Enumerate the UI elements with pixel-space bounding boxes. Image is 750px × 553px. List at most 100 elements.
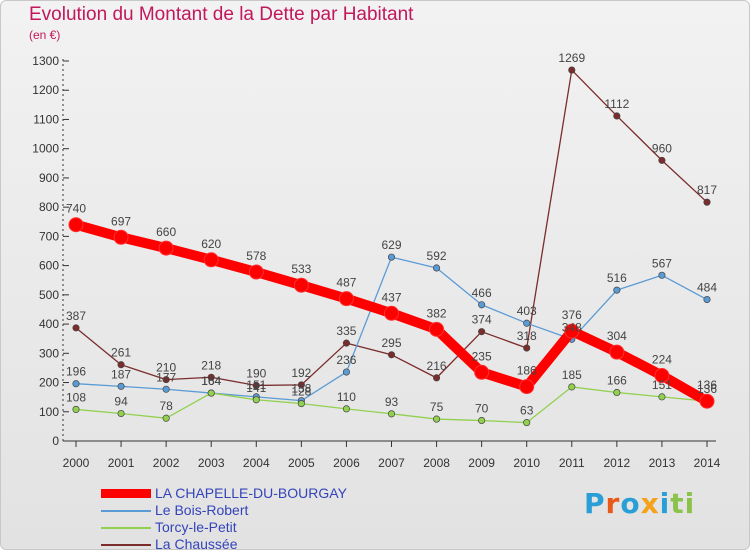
data-labels: 387 261 210 218 190 192 335 295 216 374 318 1269 111… [66, 51, 717, 418]
data-point [68, 217, 84, 233]
data-point [293, 277, 309, 293]
data-point [162, 414, 170, 422]
data-label: 186 [517, 364, 537, 378]
data-point [338, 291, 354, 307]
data-label: 136 [697, 378, 717, 392]
data-label: 166 [607, 373, 627, 387]
data-label: 620 [201, 237, 221, 251]
data-label: 110 [337, 390, 356, 404]
legend-swatch [101, 489, 151, 498]
data-point [478, 416, 486, 425]
y-tick-label: 1200 [32, 83, 59, 97]
data-label: 382 [427, 306, 447, 320]
data-label: 335 [336, 324, 356, 338]
data-point [568, 66, 576, 74]
data-point [384, 305, 399, 321]
data-label: 136 [697, 382, 717, 396]
data-point [72, 324, 80, 332]
x-tick-label: 2007 [378, 456, 405, 470]
x-tick-label: 2011 [559, 456, 585, 470]
data-label: 697 [111, 214, 131, 228]
data-label: 196 [66, 365, 86, 379]
x-tick-label: 2003 [198, 456, 225, 470]
data-label: 218 [201, 358, 221, 372]
data-point [207, 389, 215, 397]
unit-label: (en €) [29, 28, 61, 42]
y-tick-label: 900 [39, 171, 59, 185]
data-label: 108 [66, 390, 86, 404]
data-point [564, 323, 580, 339]
data-point [203, 252, 219, 268]
data-point [658, 156, 666, 164]
y-tick-label: 1100 [33, 112, 59, 126]
data-label: 516 [607, 271, 627, 285]
data-label: 578 [246, 249, 266, 263]
data-point [72, 405, 80, 413]
data-point [523, 319, 531, 327]
legend-label: La Chaussée [155, 536, 238, 552]
y-tick-label: 200 [39, 376, 59, 390]
data-label: 376 [562, 308, 582, 322]
data-point [342, 405, 350, 413]
legend-swatch [101, 510, 151, 512]
x-tick-label: 2008 [423, 456, 450, 470]
data-label: 210 [156, 361, 176, 375]
data-label: 190 [246, 366, 266, 380]
x-tick-label: 2009 [468, 456, 495, 470]
x-tick-label: 2012 [604, 456, 631, 470]
x-tick-label: 2000 [63, 456, 90, 470]
proxiti-logo: Proxiti [584, 487, 695, 520]
data-label: 75 [430, 400, 444, 414]
data-label: 224 [652, 353, 672, 367]
data-point [342, 368, 350, 376]
data-label: 1269 [558, 51, 585, 65]
data-label: 70 [475, 402, 489, 416]
data-label: 295 [381, 336, 401, 350]
data-point [478, 328, 486, 336]
data-point [252, 396, 260, 404]
data-label: 487 [336, 276, 356, 290]
data-point [117, 361, 125, 369]
y-tick-label: 500 [39, 288, 59, 302]
data-point [207, 373, 215, 381]
data-point [519, 379, 535, 395]
data-label: 304 [607, 329, 627, 343]
data-label: 128 [291, 385, 311, 399]
legend-swatch [101, 544, 151, 546]
data-point [658, 271, 666, 279]
data-label: 63 [520, 404, 534, 418]
data-point [429, 321, 445, 337]
logo-letter: ti [670, 487, 696, 520]
data-point [117, 382, 125, 390]
data-label: 151 [246, 378, 266, 392]
data-label: 403 [517, 304, 537, 318]
y-tick-label: 300 [39, 346, 59, 360]
data-label: 78 [159, 399, 173, 413]
x-tick-label: 2001 [108, 456, 135, 470]
data-label: 466 [472, 286, 492, 300]
data-point [474, 364, 490, 380]
data-point [252, 381, 260, 390]
chart-title: Evolution du Montant de la Dette par Hab… [29, 4, 414, 25]
data-label: 567 [652, 256, 672, 270]
logo-letter: P [584, 487, 606, 520]
data-point [433, 264, 441, 272]
data-label: 177 [156, 370, 176, 384]
x-tick-label: 2014 [694, 456, 721, 470]
data-label: 164 [201, 374, 221, 388]
x-tick-label: 2013 [649, 456, 676, 470]
data-label: 318 [517, 329, 537, 343]
data-label: 151 [652, 378, 672, 392]
data-point [613, 112, 621, 120]
data-label: 185 [562, 368, 582, 382]
data-label: 387 [66, 309, 86, 323]
data-point [342, 339, 350, 347]
data-point [113, 229, 129, 245]
data-label: 235 [472, 349, 492, 363]
data-label: 93 [385, 395, 399, 409]
axes: 0 100 200 300 400 500 600 700 800 900 1000 1100 1200… [32, 54, 720, 470]
data-label: 216 [427, 359, 447, 373]
x-tick-label: 2010 [513, 456, 540, 470]
data-label: 164 [201, 374, 221, 388]
